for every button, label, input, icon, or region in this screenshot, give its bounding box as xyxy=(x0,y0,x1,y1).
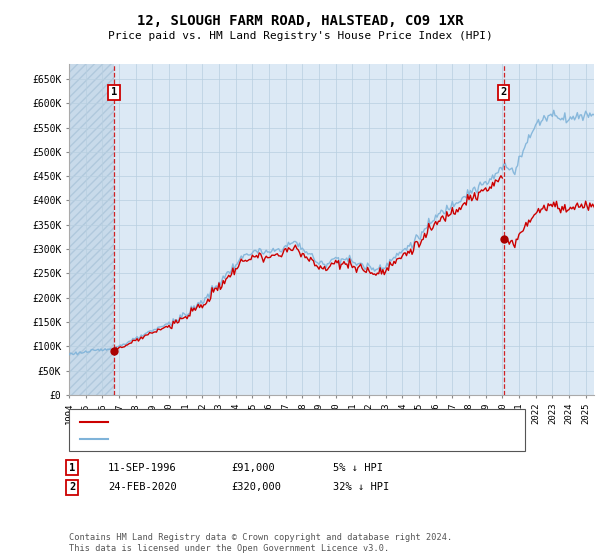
Text: Price paid vs. HM Land Registry's House Price Index (HPI): Price paid vs. HM Land Registry's House … xyxy=(107,31,493,41)
Bar xyxy=(69,64,114,395)
Text: £320,000: £320,000 xyxy=(231,482,281,492)
Text: 2: 2 xyxy=(69,482,75,492)
Text: 12, SLOUGH FARM ROAD, HALSTEAD, CO9 1XR: 12, SLOUGH FARM ROAD, HALSTEAD, CO9 1XR xyxy=(137,14,463,28)
Text: 12, SLOUGH FARM ROAD, HALSTEAD, CO9 1XR (detached house): 12, SLOUGH FARM ROAD, HALSTEAD, CO9 1XR … xyxy=(114,417,443,427)
Text: 5% ↓ HPI: 5% ↓ HPI xyxy=(333,463,383,473)
Text: 2: 2 xyxy=(500,87,507,97)
Text: 32% ↓ HPI: 32% ↓ HPI xyxy=(333,482,389,492)
Text: Contains HM Land Registry data © Crown copyright and database right 2024.
This d: Contains HM Land Registry data © Crown c… xyxy=(69,533,452,553)
Text: 1: 1 xyxy=(111,87,117,97)
Text: 24-FEB-2020: 24-FEB-2020 xyxy=(108,482,177,492)
Text: 1: 1 xyxy=(69,463,75,473)
Text: HPI: Average price, detached house, Braintree: HPI: Average price, detached house, Brai… xyxy=(114,434,379,444)
Text: £91,000: £91,000 xyxy=(231,463,275,473)
Text: 11-SEP-1996: 11-SEP-1996 xyxy=(108,463,177,473)
